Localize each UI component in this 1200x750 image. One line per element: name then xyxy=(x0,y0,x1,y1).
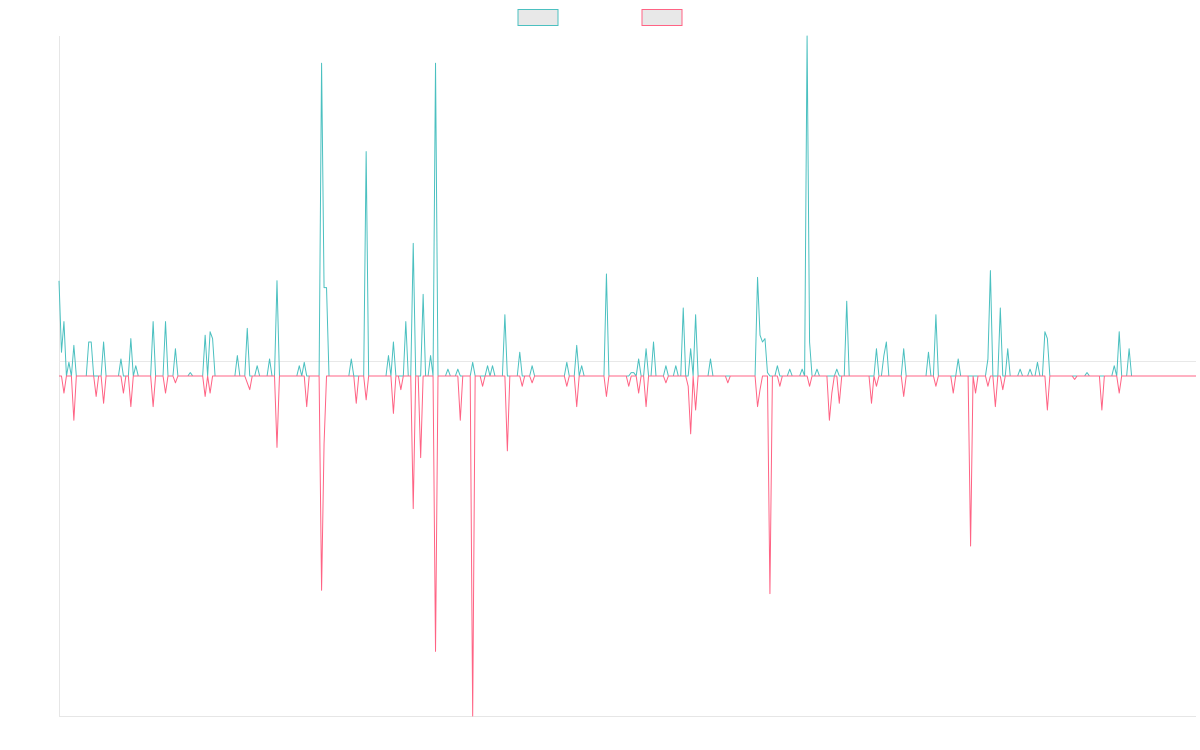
series-line-2 xyxy=(59,375,1196,717)
legend-swatch-1[interactable] xyxy=(517,9,559,26)
legend[interactable] xyxy=(517,9,683,26)
series-line-1 xyxy=(58,35,1196,377)
legend-swatch-2[interactable] xyxy=(641,9,683,26)
series-layer xyxy=(58,35,1196,717)
